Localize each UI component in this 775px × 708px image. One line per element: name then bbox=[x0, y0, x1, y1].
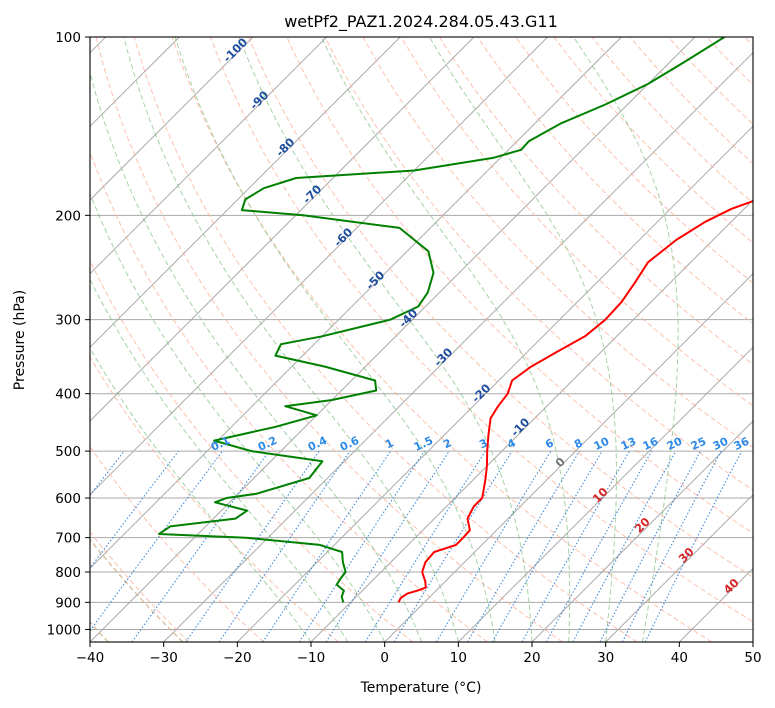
dry-adiabat-line bbox=[210, 37, 753, 623]
mixing-ratio-label: 36 bbox=[732, 435, 752, 453]
mixing-ratio-line bbox=[185, 450, 320, 642]
x-tick-label: −40 bbox=[76, 650, 105, 666]
dewpoint-profile-line bbox=[158, 37, 726, 603]
dry-adiabat-line bbox=[171, 37, 712, 642]
dry-adiabat-line bbox=[133, 37, 638, 642]
isotherm-line bbox=[90, 37, 549, 496]
dry-adiabat-line bbox=[324, 37, 753, 491]
x-tick-label: −30 bbox=[149, 650, 178, 666]
mixing-ratio-line bbox=[572, 450, 677, 642]
mixing-ratio-line bbox=[364, 450, 486, 642]
mixing-ratio-line bbox=[131, 450, 270, 642]
dry-adiabat-line bbox=[362, 37, 753, 449]
isotherm-line bbox=[90, 37, 254, 201]
background-lines bbox=[90, 37, 753, 642]
chart-title: wetPf2_PAZ1.2024.284.05.43.G11 bbox=[284, 12, 558, 32]
dry-adiabat-line bbox=[248, 37, 753, 578]
y-axis-label: Pressure (hPa) bbox=[12, 290, 28, 390]
y-tick-label: 100 bbox=[55, 30, 81, 46]
dry-adiabat-line bbox=[477, 37, 753, 325]
isotherm-line bbox=[90, 37, 328, 275]
temperature-profile-line bbox=[397, 199, 753, 603]
y-tick-label: 900 bbox=[55, 595, 81, 611]
mixing-ratio-line bbox=[491, 450, 603, 642]
mixing-ratio-line bbox=[90, 450, 223, 632]
x-tick-label: 0 bbox=[380, 650, 389, 666]
mixing-ratio-label: 16 bbox=[641, 435, 661, 453]
y-tick-label: 800 bbox=[55, 565, 81, 581]
x-tick-label: −10 bbox=[297, 650, 326, 666]
isotherm-line bbox=[457, 346, 753, 642]
isotherm-line bbox=[163, 51, 753, 642]
mixing-ratio-line bbox=[90, 450, 179, 569]
moist-adiabat-line bbox=[90, 192, 386, 642]
mixing-ratio-line bbox=[218, 450, 351, 642]
mixing-ratio-line bbox=[521, 450, 630, 642]
isotherm-line bbox=[384, 272, 753, 642]
y-tick-label: 200 bbox=[55, 208, 81, 224]
plot-frame bbox=[89, 36, 754, 643]
dry-adiabat-line bbox=[90, 259, 414, 642]
mixing-ratio-line bbox=[298, 450, 425, 642]
y-tick-label: 1000 bbox=[47, 622, 81, 638]
moist-adiabat-line bbox=[320, 37, 571, 642]
x-axis-label: Temperature (°C) bbox=[360, 680, 482, 696]
mixing-ratio-line bbox=[393, 450, 513, 642]
moist-adiabat-line bbox=[123, 37, 459, 642]
mixing-ratio-label: 30 bbox=[711, 435, 731, 453]
moist-adiabat-line bbox=[90, 278, 349, 642]
isotherm-line bbox=[605, 493, 753, 642]
sounding-lines bbox=[158, 37, 753, 603]
x-tick-label: 40 bbox=[671, 650, 688, 666]
mixing-ratio-line bbox=[644, 450, 743, 642]
mixing-ratio-label: 10 bbox=[592, 435, 612, 453]
dry-adiabat-line bbox=[591, 37, 753, 204]
moist-adiabat-line bbox=[238, 37, 533, 642]
x-tick-label: −20 bbox=[223, 650, 252, 666]
mixing-ratio-line bbox=[621, 450, 722, 642]
isotherm-line bbox=[90, 37, 622, 570]
dry-adiabat-line bbox=[95, 37, 563, 642]
moist-adiabat-line bbox=[90, 347, 312, 642]
dry-adiabat-line bbox=[553, 37, 753, 244]
isotherm-line bbox=[90, 37, 475, 422]
x-tick-label: 20 bbox=[523, 650, 540, 666]
y-tick-label: 300 bbox=[55, 313, 81, 329]
y-axis: 1000 900 800 700 600 500 400 300 200 100 bbox=[47, 30, 90, 638]
mixing-ratio-label: 25 bbox=[689, 435, 708, 453]
y-tick-label: 700 bbox=[55, 531, 81, 547]
y-tick-label: 400 bbox=[55, 387, 81, 403]
x-axis: −40 −30 −20 −10 0 10 20 30 40 50 bbox=[76, 642, 762, 666]
moist-adiabat-line bbox=[573, 37, 679, 642]
mixing-ratio-label: 20 bbox=[665, 435, 685, 453]
mixing-ratio-line bbox=[545, 450, 653, 642]
isotherm-line bbox=[90, 37, 401, 349]
x-tick-label: 50 bbox=[744, 650, 761, 666]
mixing-ratio-line bbox=[599, 450, 701, 642]
mixing-ratio-line bbox=[325, 450, 450, 642]
x-tick-label: 10 bbox=[450, 650, 467, 666]
dry-adiabat-line bbox=[400, 37, 753, 407]
dry-adiabat-line bbox=[286, 37, 753, 534]
isotherm-line bbox=[531, 420, 753, 642]
edge-adiabat-line bbox=[90, 538, 184, 642]
isotherm-line bbox=[90, 37, 696, 642]
mixing-ratio-label: 13 bbox=[619, 435, 638, 453]
y-tick-label: 600 bbox=[55, 491, 81, 507]
moist-adiabat-line bbox=[429, 37, 617, 642]
isotherm-line bbox=[236, 125, 753, 642]
x-tick-label: 30 bbox=[597, 650, 614, 666]
mixing-ratio-line bbox=[90, 450, 125, 496]
dry-adiabat-line bbox=[90, 531, 190, 642]
dry-adiabat-line bbox=[90, 150, 488, 642]
y-tick-label: 500 bbox=[55, 444, 81, 460]
moist-adiabat-line bbox=[174, 37, 496, 642]
dry-adiabat-line bbox=[438, 37, 753, 365]
